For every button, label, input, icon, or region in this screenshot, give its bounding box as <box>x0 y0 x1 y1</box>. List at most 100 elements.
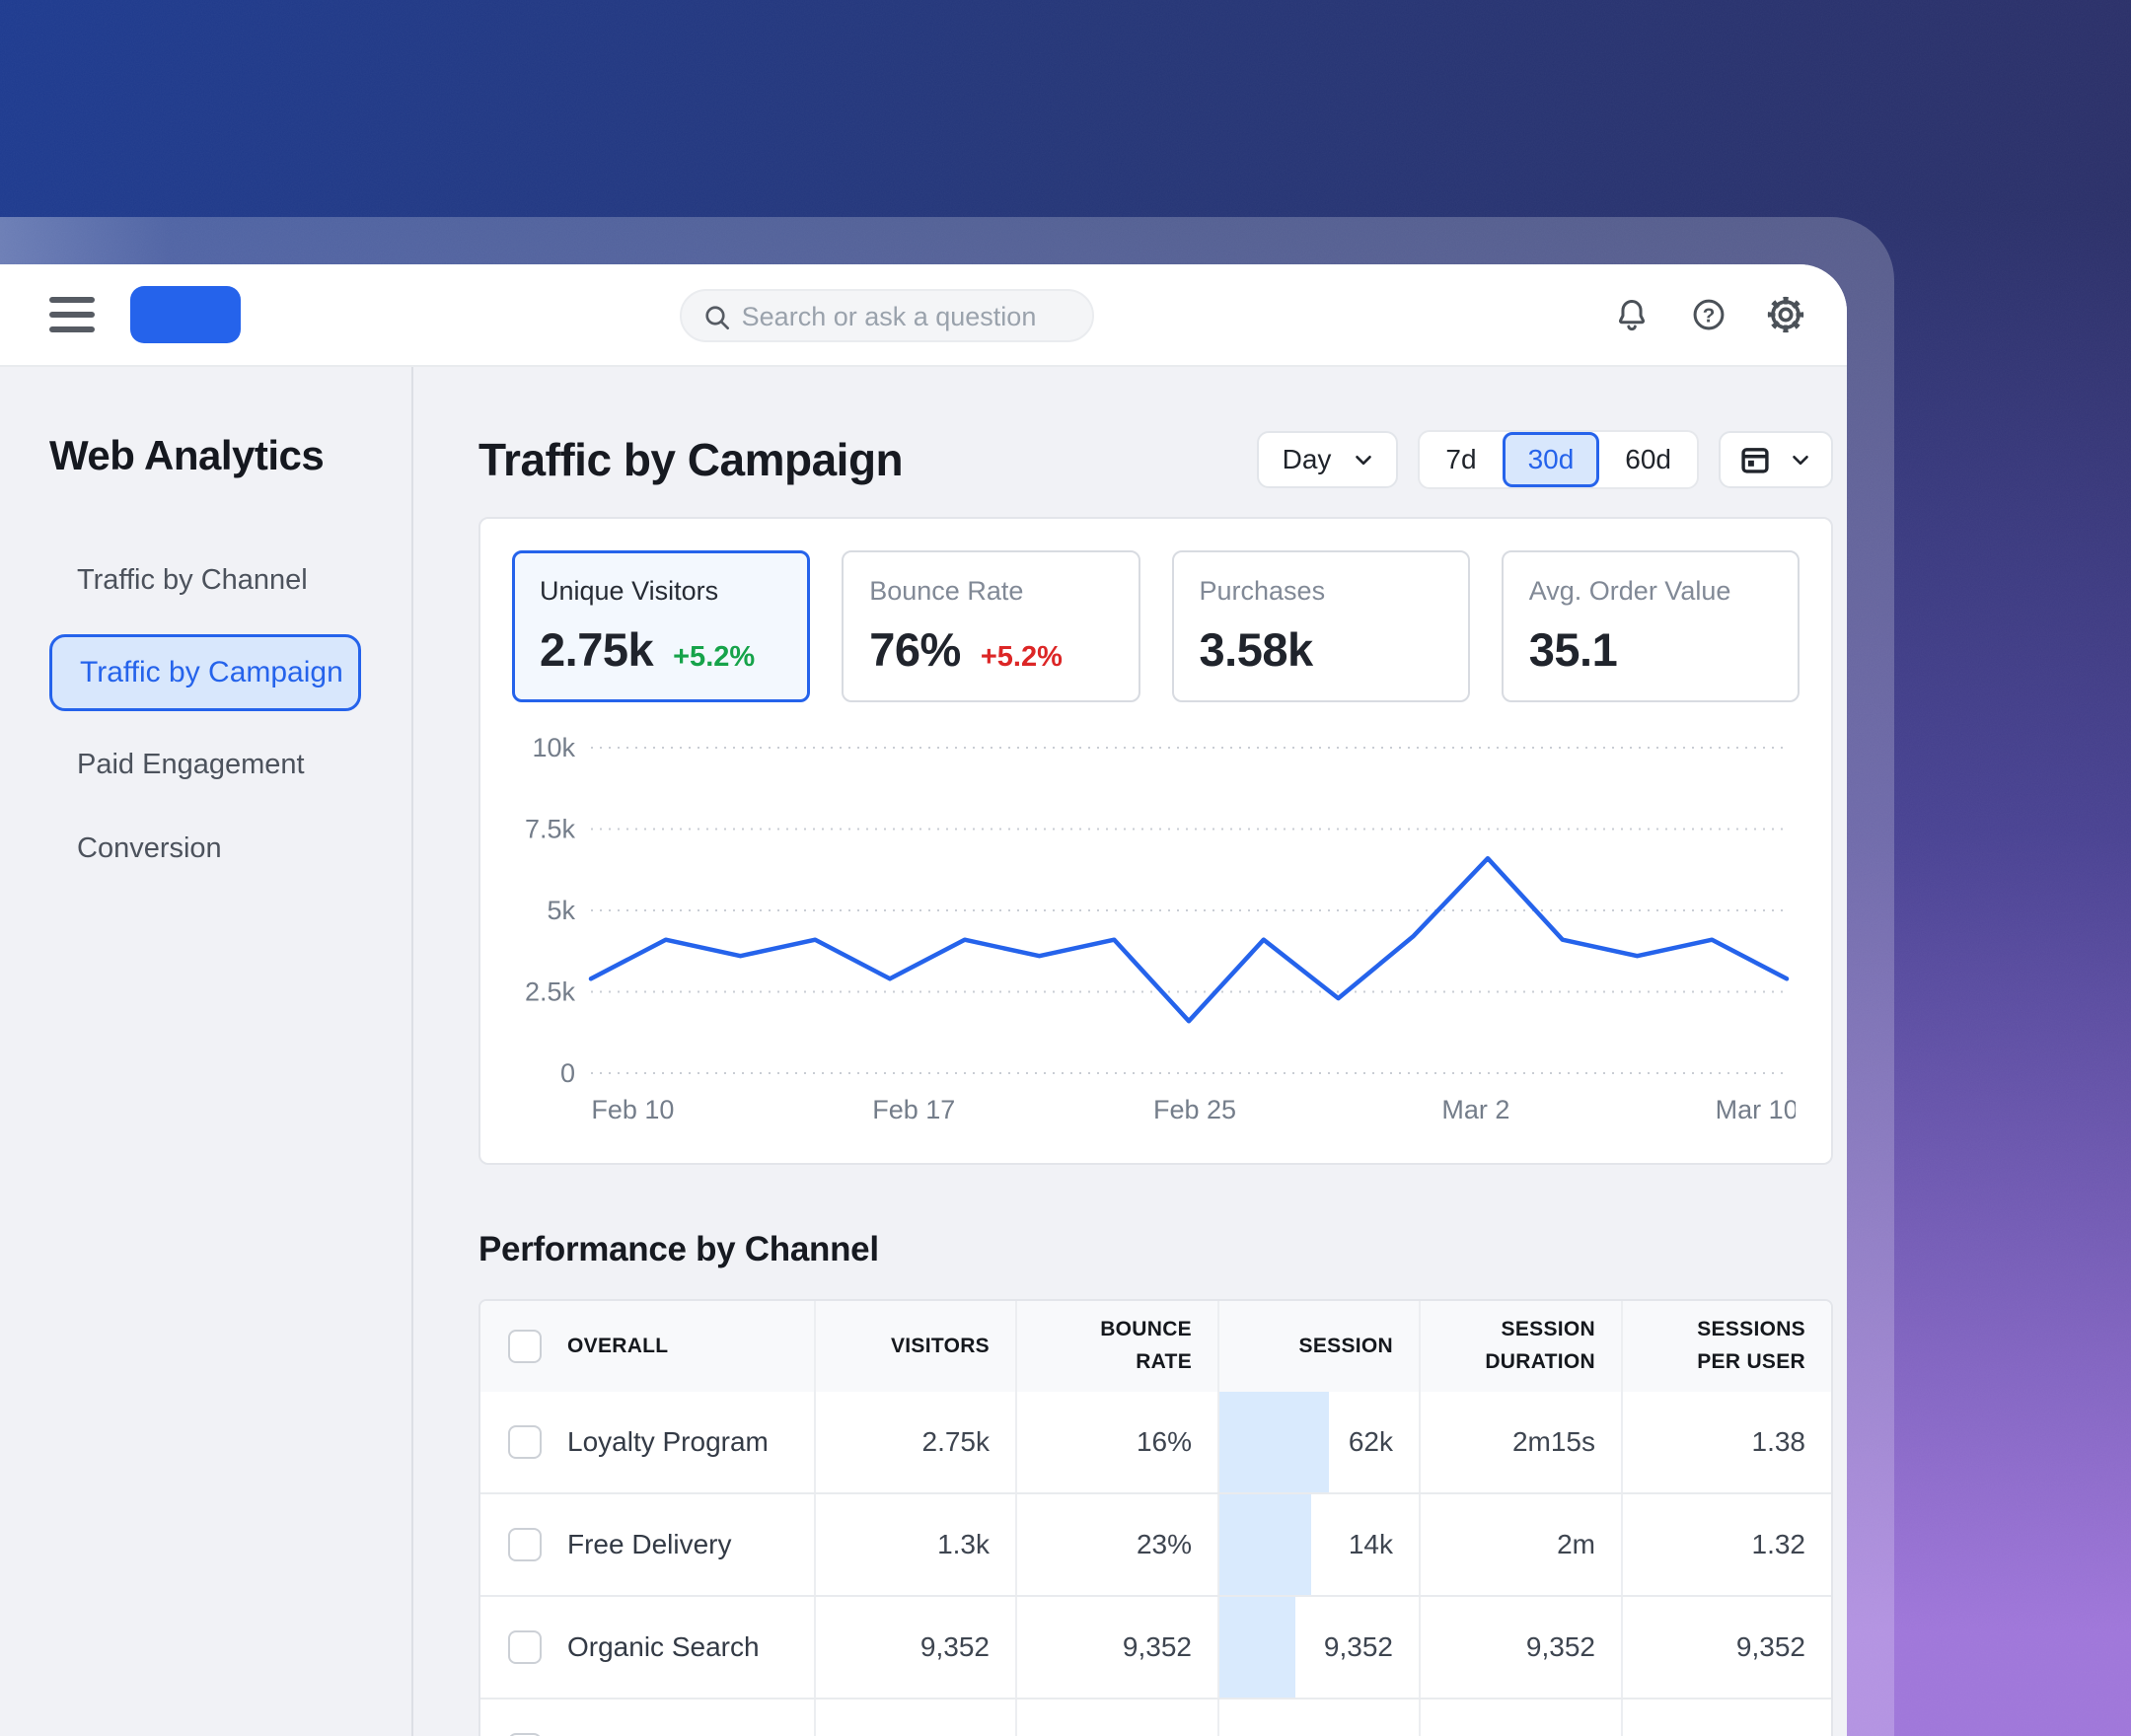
range-60d-button[interactable]: 60d <box>1625 444 1671 474</box>
range-7d-button[interactable]: 7d <box>1445 444 1477 474</box>
row-checkbox[interactable] <box>508 1425 542 1459</box>
cell-bounce-rate: 5,452 <box>1017 1700 1219 1736</box>
chevron-down-icon <box>1793 455 1808 466</box>
cell-visitors: 5,452 <box>816 1700 1017 1736</box>
kpi-card-unique-visitors[interactable]: Unique Visitors 2.75k +5.2% <box>512 550 811 702</box>
data-line-unique-visitors <box>588 855 1790 1024</box>
cell-visitors: 1.3k <box>816 1494 1017 1595</box>
cell-session: 62k <box>1219 1392 1421 1492</box>
traffic-line-chart: 0 2.5k 5k 7.5k 10k Feb 10 Feb 17 Feb 25 Mar 2 Mar… <box>525 733 1799 1124</box>
y-axis-tick-label: 7.5k <box>525 815 576 844</box>
cell-bounce-rate: 23% <box>1017 1494 1219 1595</box>
table-body: Loyalty Program 2.75k 16% 62k 2m15s 1.38… <box>480 1392 1831 1736</box>
gear-icon[interactable] <box>1764 293 1807 336</box>
bell-icon[interactable] <box>1610 293 1653 336</box>
y-axis-tick-label: 2.5k <box>525 977 576 1007</box>
row-name: Overall <box>567 1734 655 1736</box>
kpi-delta: +5.2% <box>980 641 1063 673</box>
kpi-value: 76% <box>869 623 961 676</box>
table-row[interactable]: Organic Search 9,352 9,352 9,352 9,352 9… <box>480 1595 1831 1698</box>
cell-session: 14k <box>1219 1494 1421 1595</box>
column-header: BOUNCE RATE <box>1017 1301 1219 1392</box>
column-header: VISITORS <box>816 1301 1017 1392</box>
page-header: Traffic by Campaign Day 7d 30d 60d <box>478 430 1833 489</box>
brand-logo[interactable] <box>130 286 241 343</box>
cell-session-duration: 9,352 <box>1421 1597 1623 1698</box>
range-segmented-control: 7d 30d 60d <box>1418 430 1699 489</box>
session-data-bar <box>1219 1392 1330 1492</box>
column-header: OVERALL <box>567 1334 669 1357</box>
kpi-card-purchases[interactable]: Purchases 3.58k <box>1171 550 1470 702</box>
row-name: Loyalty Program <box>567 1426 769 1457</box>
traffic-chart-card: Unique Visitors 2.75k +5.2% Bounce Rate … <box>478 517 1833 1165</box>
menu-icon[interactable] <box>49 297 95 332</box>
kpi-value: 3.58k <box>1199 623 1314 676</box>
sidebar-item-traffic-by-campaign[interactable]: Traffic by Campaign <box>49 634 361 711</box>
cell-sessions-per-user: 1.32 <box>1751 1529 1806 1559</box>
global-search <box>680 289 1096 342</box>
cell-sessions-per-user: 9,352 <box>1735 1631 1805 1662</box>
cell-sessions-per-user: 5,452 <box>1623 1700 1831 1736</box>
table-row[interactable]: Loyalty Program 2.75k 16% 62k 2m15s 1.38 <box>480 1392 1831 1492</box>
range-30d-button[interactable]: 30d <box>1502 432 1600 487</box>
row-checkbox[interactable] <box>508 1630 542 1664</box>
sidebar-title: Web Analytics <box>49 432 325 478</box>
table-row[interactable]: Free Delivery 1.3k 23% 14k 2m 1.32 <box>480 1492 1831 1595</box>
sidebar-item-traffic-by-channel[interactable]: Traffic by Channel <box>77 564 308 596</box>
cell-sessions-per-user: 1.38 <box>1751 1426 1806 1457</box>
session-data-bar <box>1219 1494 1311 1595</box>
kpi-value: 2.75k <box>540 623 654 676</box>
table-section-heading: Performance by Channel <box>478 1230 879 1268</box>
svg-text:?: ? <box>1703 304 1716 326</box>
kpi-label: Purchases <box>1199 576 1326 606</box>
cell-visitors: 9,352 <box>816 1597 1017 1698</box>
cell-bounce-rate: 16% <box>1017 1392 1219 1492</box>
kpi-delta: +5.2% <box>673 641 756 673</box>
cell-bounce-rate: 9,352 <box>1017 1597 1219 1698</box>
cell-session-duration: 5,452 <box>1421 1700 1623 1736</box>
line-chart-area: 0 2.5k 5k 7.5k 10k Feb 10 Feb 17 Feb 25 Mar 2 Mar… <box>512 732 1800 1131</box>
kpi-card-bounce-rate[interactable]: Bounce Rate 76% +5.2% <box>842 550 1140 702</box>
sidebar-item-paid-engagement[interactable]: Paid Engagement <box>77 749 305 780</box>
calendar-picker-button[interactable] <box>1719 431 1833 488</box>
y-axis-tick-label: 10k <box>532 733 575 762</box>
cell-visitors: 2.75k <box>816 1392 1017 1492</box>
x-axis-tick-label: Feb 10 <box>591 1095 674 1124</box>
app-window: ? Web Analytics Traffic by Channel <box>0 264 1847 1736</box>
content-area: Web Analytics Traffic by Channel Traffic… <box>0 367 1847 1736</box>
performance-table: OVERALL VISITORS BOUNCE RATE SESSION SES… <box>478 1299 1833 1736</box>
cell-session-duration: 2m <box>1421 1494 1623 1595</box>
kpi-value: 35.1 <box>1528 623 1618 676</box>
top-bar: ? <box>0 264 1847 367</box>
page-title: Traffic by Campaign <box>478 434 904 485</box>
sidebar-item-conversion[interactable]: Conversion <box>77 832 222 864</box>
row-checkbox[interactable] <box>508 1528 542 1561</box>
main-panel: Traffic by Campaign Day 7d 30d 60d <box>413 367 1847 1736</box>
cell-session: 5,452 <box>1219 1700 1421 1736</box>
column-header: SESSIONS PER USER <box>1623 1301 1831 1392</box>
top-bar-actions: ? <box>1610 293 1807 336</box>
table-header-row: OVERALL VISITORS BOUNCE RATE SESSION SES… <box>480 1301 1831 1392</box>
x-axis-tick-label: Feb 17 <box>872 1095 955 1124</box>
y-axis-tick-label: 5k <box>547 896 575 925</box>
column-header: SESSION DURATION <box>1421 1301 1623 1392</box>
kpi-label: Unique Visitors <box>540 576 719 606</box>
session-data-bar <box>1219 1597 1295 1698</box>
kpi-card-avg-order-value[interactable]: Avg. Order Value 35.1 <box>1501 550 1800 702</box>
sidebar-nav: Traffic by Channel Traffic by Campaign P… <box>49 539 411 891</box>
kpi-label: Bounce Rate <box>869 576 1024 606</box>
y-axis-tick-label: 0 <box>560 1058 575 1088</box>
help-icon[interactable]: ? <box>1687 293 1730 336</box>
kpi-label: Avg. Order Value <box>1528 576 1731 606</box>
x-axis-tick-label: Feb 25 <box>1153 1095 1236 1124</box>
column-header: SESSION <box>1219 1301 1421 1392</box>
row-name: Free Delivery <box>567 1529 732 1559</box>
search-input[interactable] <box>682 291 1096 342</box>
kpi-row: Unique Visitors 2.75k +5.2% Bounce Rate … <box>512 550 1800 702</box>
granularity-dropdown[interactable]: Day <box>1256 431 1399 488</box>
cell-session-duration: 2m15s <box>1421 1392 1623 1492</box>
granularity-value: Day <box>1282 444 1332 474</box>
select-all-checkbox[interactable] <box>508 1330 542 1363</box>
table-row[interactable]: Overall 5,452 5,452 5,452 5,452 5,452 <box>480 1698 1831 1736</box>
